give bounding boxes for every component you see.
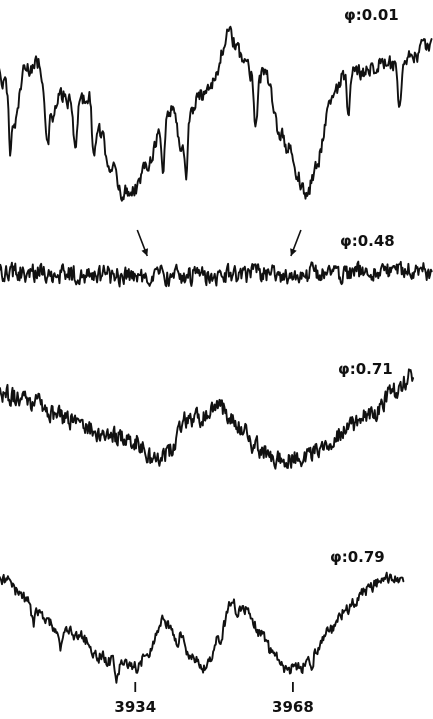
phase-label: φ:0.79 <box>330 548 385 566</box>
wavelength-tick-label: 3968 <box>272 698 314 716</box>
phase-label: φ:0.01 <box>344 6 399 24</box>
spectrum-line-0.01 <box>0 25 433 202</box>
wavelength-tick-label: 3934 <box>114 698 156 716</box>
phase-labels-layer: φ:0.01 φ:0.48 φ:0.71 φ:0.79 <box>330 6 399 566</box>
spectra-layer <box>0 25 433 684</box>
wavelength-axis: 3934 3968 <box>114 682 314 716</box>
arrow-head <box>141 248 149 256</box>
annotations-layer <box>136 229 302 257</box>
spectrum-line-0.48 <box>0 260 433 288</box>
phase-label: φ:0.48 <box>340 232 395 250</box>
spectrum-line-0.71 <box>0 368 415 470</box>
phase-label: φ:0.71 <box>338 360 393 378</box>
spectrum-line-0.79 <box>0 571 405 684</box>
arrow-head <box>290 248 297 256</box>
